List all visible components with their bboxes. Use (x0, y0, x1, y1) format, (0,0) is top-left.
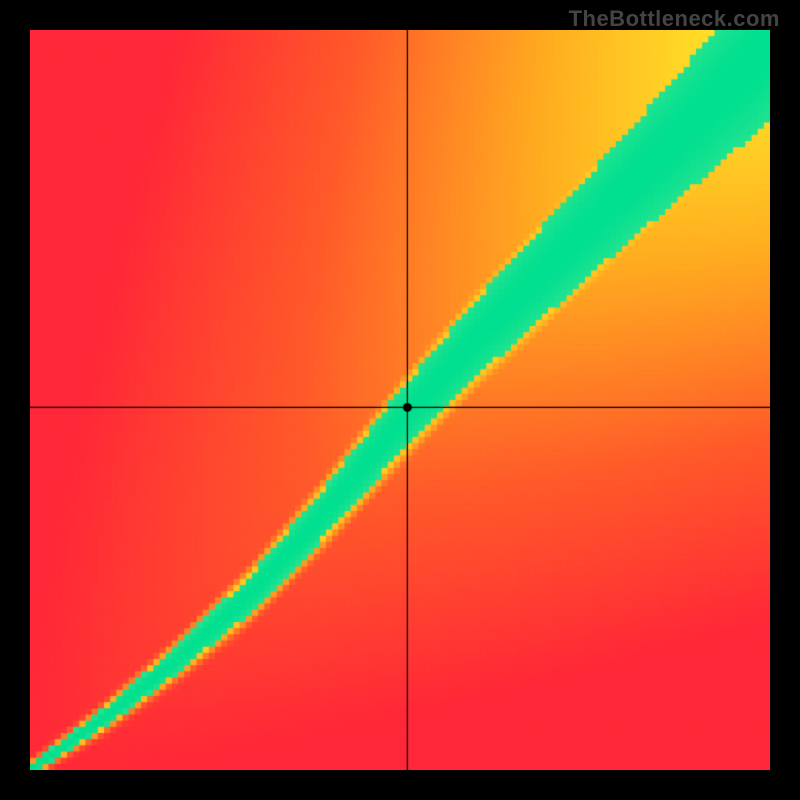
bottleneck-heatmap (30, 30, 770, 770)
watermark-text: TheBottleneck.com (569, 6, 780, 32)
chart-container: TheBottleneck.com (0, 0, 800, 800)
